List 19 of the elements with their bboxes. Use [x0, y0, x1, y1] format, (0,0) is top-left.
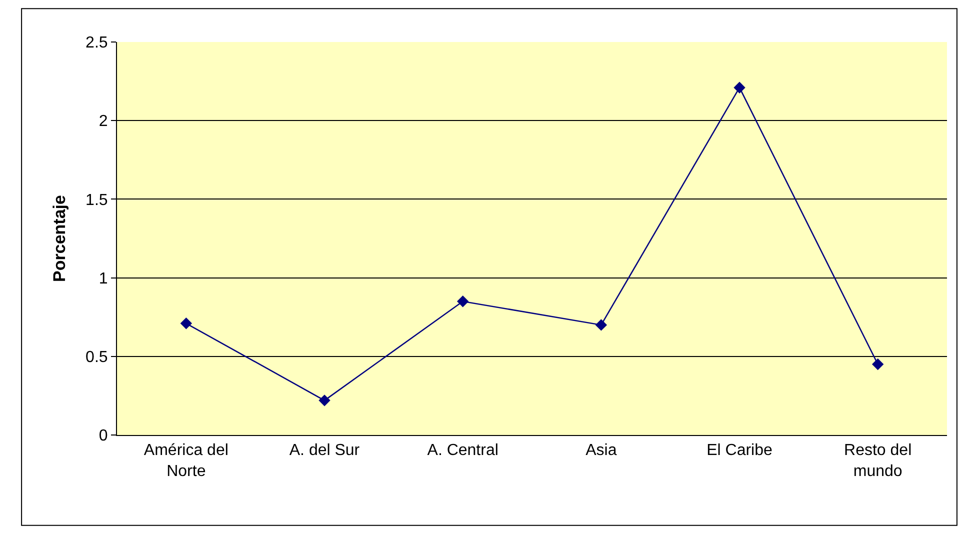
x-tick-label: Resto del mundo — [844, 442, 912, 480]
x-tick-label: América del Norte — [144, 442, 228, 480]
point — [872, 358, 884, 370]
y-tick-label: 1 — [98, 270, 108, 288]
point — [180, 318, 192, 330]
y-tick-label: 2 — [98, 113, 108, 130]
point — [456, 296, 469, 308]
y-axis-title: Porcentaje — [50, 195, 70, 282]
point — [595, 319, 608, 331]
point — [318, 394, 330, 406]
y-tick-label: 0 — [98, 428, 108, 445]
x-tick-label: El Caribe — [706, 442, 772, 460]
y-tick-label: 0.5 — [86, 349, 108, 366]
y-tick-label: 1.5 — [86, 192, 108, 209]
x-tick-label: A. Central — [427, 442, 498, 460]
x-tick-label: A. del Sur — [289, 442, 360, 460]
x-tick-label: Asia — [586, 442, 617, 460]
y-tick-label: 2.5 — [86, 34, 108, 52]
point — [734, 82, 746, 94]
